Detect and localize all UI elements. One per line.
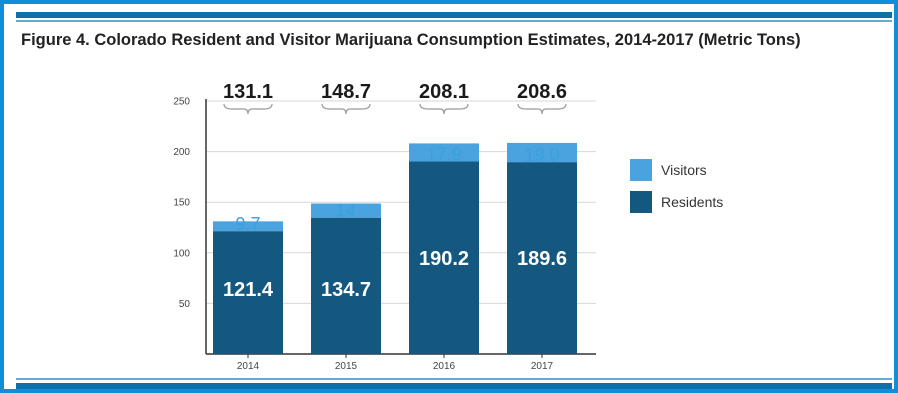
visitors-value-label: 14	[336, 201, 356, 221]
y-tick-label: 50	[179, 299, 191, 310]
bar-visitors-2015	[311, 203, 381, 218]
x-tick-label: 2016	[433, 361, 456, 372]
bar-residents-2015	[311, 217, 381, 354]
y-tick-label: 250	[173, 97, 190, 108]
residents-value-label: 190.2	[419, 248, 469, 270]
figure-frame: Figure 4. Colorado Resident and Visitor …	[4, 4, 894, 389]
bottom-rule-thin	[16, 378, 892, 380]
legend-swatch-residents	[630, 191, 652, 213]
total-value-label: 208.6	[517, 81, 567, 103]
bar-residents-2014	[213, 231, 283, 354]
residents-value-label: 134.7	[321, 279, 371, 301]
bar-visitors-2016	[409, 143, 479, 162]
x-tick-label: 2015	[335, 361, 358, 372]
x-tick-label: 2014	[237, 361, 260, 372]
total-brace	[419, 103, 469, 115]
legend-swatch-visitors	[630, 159, 652, 181]
figure-title: Figure 4. Colorado Resident and Visitor …	[21, 31, 801, 49]
stacked-bar-chart: 50 100 150 200 250 2014 121.4 9.7 131.1 2015 134.7…	[173, 81, 723, 372]
visitors-value-label: 17.9	[426, 145, 461, 165]
bar-residents-2016	[409, 161, 479, 354]
bar-visitors-2017	[507, 142, 577, 163]
total-brace	[223, 103, 273, 115]
x-tick-label: 2017	[531, 361, 554, 372]
visitors-value-label: 9.7	[235, 214, 260, 234]
bar-residents-2017	[507, 162, 577, 354]
residents-value-label: 189.6	[517, 248, 567, 270]
bottom-rule-thick	[16, 383, 892, 389]
y-tick-label: 150	[173, 198, 190, 209]
y-tick-label: 100	[173, 248, 190, 259]
total-value-label: 148.7	[321, 81, 371, 103]
bar-visitors-2014	[213, 221, 283, 232]
top-rule-thin	[16, 20, 892, 22]
legend-label-residents: Residents	[661, 194, 723, 210]
total-brace	[517, 103, 567, 115]
legend-label-visitors: Visitors	[661, 162, 707, 178]
visitors-value-label: 19.0	[524, 145, 559, 165]
total-brace	[321, 103, 371, 115]
total-value-label: 131.1	[223, 81, 273, 103]
residents-value-label: 121.4	[223, 279, 274, 301]
total-value-label: 208.1	[419, 81, 469, 103]
y-tick-label: 200	[173, 147, 190, 158]
top-rule-thick	[16, 12, 892, 18]
